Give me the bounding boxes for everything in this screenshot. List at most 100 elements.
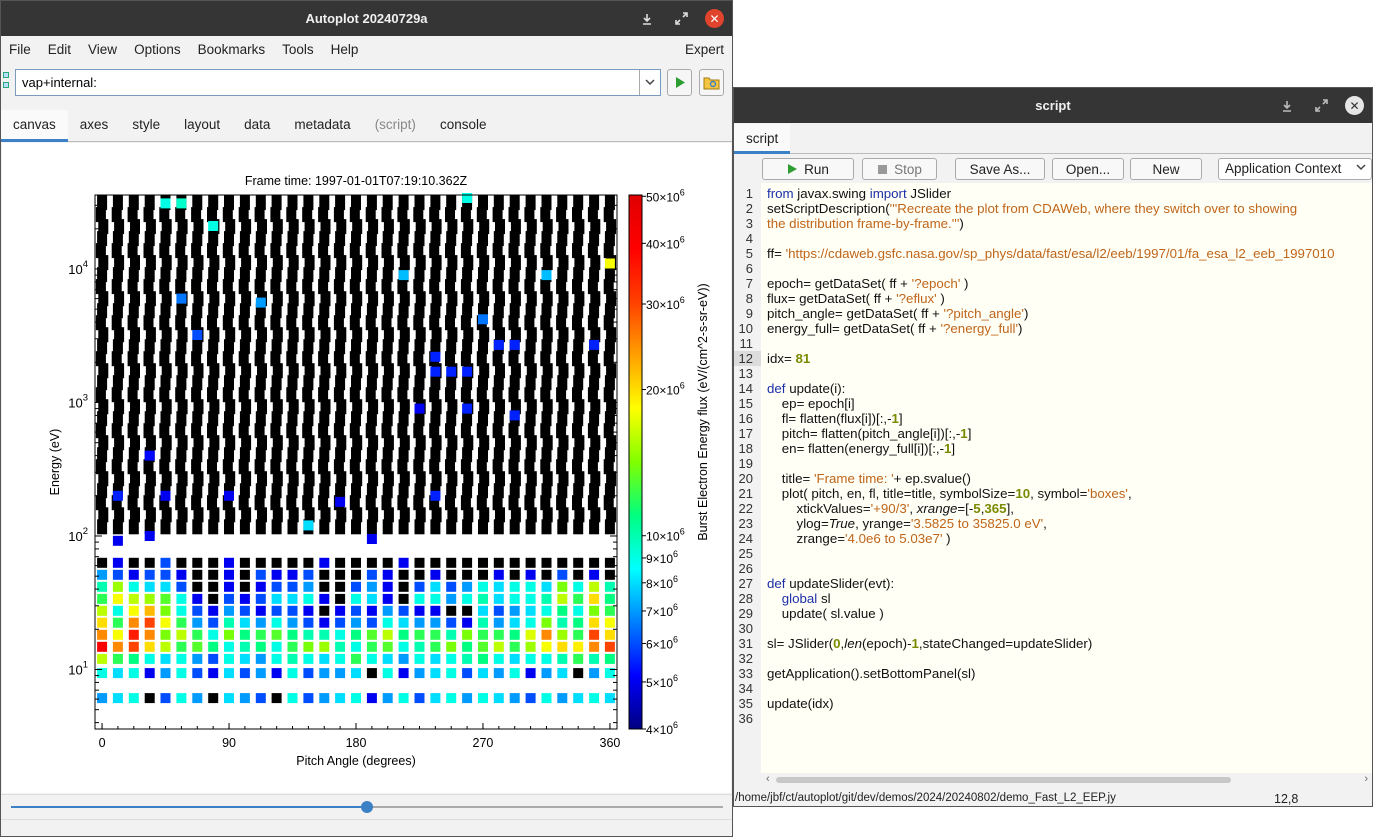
tab-canvas[interactable]: canvas [1, 110, 68, 142]
new-button[interactable]: New [1130, 158, 1202, 180]
code-line[interactable]: ylog=True, yrange='3.5825 to 35825.0 eV'… [767, 516, 1047, 531]
code-line[interactable]: pitch_angle= getDataSet( ff + '?pitch_an… [767, 306, 1028, 321]
code-line[interactable]: epoch= getDataSet( ff + '?epoch' ) [767, 276, 968, 291]
minimize-icon[interactable] [637, 9, 657, 29]
code-line[interactable]: fl= flatten(flux[i])[:,-1] [767, 411, 903, 426]
cell [176, 581, 187, 592]
colorbar-tick-label: 40×106 [646, 234, 685, 251]
cell [368, 327, 379, 343]
cell [414, 483, 425, 499]
horizontal-scrollbar[interactable]: ‹ › [764, 773, 1372, 788]
menu-options[interactable]: Options [134, 41, 181, 57]
cell [145, 327, 156, 343]
menu-help[interactable]: Help [330, 41, 359, 57]
tab-data[interactable]: data [244, 117, 271, 132]
cell [351, 483, 361, 499]
main-titlebar[interactable]: Autoplot 20240729a ✕ [1, 1, 732, 36]
cell [254, 351, 265, 367]
code-line[interactable]: from javax.swing import JSlider [767, 186, 951, 201]
menu-bookmarks[interactable]: Bookmarks [197, 41, 266, 57]
run-button[interactable]: Run [762, 158, 854, 180]
code-line[interactable]: flux= getDataSet( ff + '?eflux' ) [767, 291, 945, 306]
code-line[interactable]: title= 'Frame time: '+ ep.svalue() [767, 471, 971, 486]
cell [175, 243, 186, 259]
code-line[interactable]: update(idx) [767, 696, 834, 711]
menu-tools[interactable]: Tools [282, 41, 314, 57]
cell [365, 495, 376, 511]
open-folder-button[interactable] [699, 69, 724, 96]
cell [207, 279, 217, 295]
code-line[interactable]: ff= 'https://cdaweb.gsfc.nasa.gov/sp_phy… [767, 246, 1334, 261]
address-input[interactable] [15, 69, 661, 96]
cell [271, 629, 282, 640]
tab-axes[interactable]: axes [79, 117, 109, 132]
code-line[interactable]: global sl [767, 591, 831, 606]
code-token: update(i): [789, 381, 846, 396]
code-line[interactable]: setScriptDescription('''Recreate the plo… [767, 201, 1297, 216]
slider-thumb[interactable] [361, 801, 373, 813]
code-line[interactable]: ep= epoch[i] [767, 396, 855, 411]
menu-edit[interactable]: Edit [47, 41, 72, 57]
code-line[interactable]: def updateSlider(evt): [767, 576, 894, 591]
code-line[interactable]: getApplication().setBottomPanel(sl) [767, 666, 975, 681]
maximize-icon[interactable] [671, 9, 691, 29]
cell [128, 231, 139, 247]
tab-style[interactable]: style [132, 117, 161, 132]
cell [606, 435, 617, 451]
code-line[interactable]: idx= 81 [767, 351, 810, 366]
code-line[interactable]: energy_full= getDataSet( ff + '?energy_f… [767, 321, 1022, 336]
code-line[interactable]: xtickValues='+90/3', xrange=[-5,365], [767, 501, 1014, 516]
tab-script[interactable]: script [734, 124, 791, 154]
scroll-left-icon[interactable]: ‹ [766, 773, 770, 785]
go-button[interactable] [667, 69, 692, 96]
scroll-right-icon[interactable]: › [1364, 773, 1368, 785]
menu-view[interactable]: View [88, 41, 118, 57]
cell [160, 653, 171, 664]
cell [573, 375, 584, 391]
cell [492, 279, 503, 295]
code-editor[interactable]: 1 2 3 4 5 6 7 8 9 10 11 12 13 14 15 16 17 18 19 20 21 22 23 24 2… [734, 183, 1372, 773]
code-line[interactable]: en= flatten(energy_full[i])[:,-1] [767, 441, 955, 456]
menu-file[interactable]: File [9, 41, 31, 57]
cell [604, 593, 615, 604]
cell [97, 641, 108, 652]
plot-canvas[interactable]: 0 90 180 270 360 101 102 103 104 Frame time: 1997… [2, 143, 731, 793]
close-icon[interactable]: ✕ [1345, 96, 1364, 115]
code-line[interactable]: the distribution frame-by-frame.''') [767, 216, 964, 231]
cell [446, 653, 457, 664]
cell [112, 267, 123, 283]
chevron-down-icon[interactable] [639, 70, 660, 95]
cell [319, 593, 330, 604]
close-icon[interactable]: ✕ [705, 9, 724, 28]
expert-menu[interactable]: Expert [684, 41, 724, 57]
code-line[interactable]: def update(i): [767, 381, 845, 396]
stop-button[interactable]: Stop [862, 158, 937, 180]
minimize-icon[interactable] [1277, 96, 1297, 116]
cell [590, 435, 601, 451]
tab-metadata[interactable]: metadata [294, 117, 351, 132]
cell [97, 617, 108, 628]
code-line[interactable]: plot( pitch, en, fl, title=title, symbol… [767, 486, 1132, 501]
cell [335, 519, 346, 535]
tab-console[interactable]: console [439, 117, 487, 132]
cell [257, 327, 267, 343]
code-line[interactable]: zrange='4.0e6 to 5.03e7' ) [767, 531, 951, 546]
maximize-icon[interactable] [1311, 96, 1331, 116]
cell [143, 459, 154, 475]
code-line[interactable]: sl= JSlider(0,len(epoch)-1,stateChanged=… [767, 636, 1092, 651]
tab-script[interactable]: (script) [374, 117, 416, 132]
script-titlebar[interactable]: script ✕ [734, 88, 1372, 123]
code-line[interactable]: pitch= flatten(pitch_angle[i])[:,-1] [767, 426, 972, 441]
frame-slider[interactable] [1, 794, 732, 819]
open-button[interactable]: Open... [1052, 158, 1124, 180]
save-as-button[interactable]: Save As... [955, 158, 1045, 180]
tab-layout[interactable]: layout [184, 117, 221, 132]
cell [225, 363, 236, 379]
cell [446, 267, 457, 283]
context-select[interactable]: Application Context [1218, 158, 1372, 180]
cell [525, 267, 536, 283]
scrollbar-thumb[interactable] [776, 777, 1231, 783]
cell [447, 327, 458, 343]
code-line[interactable]: update( sl.value ) [767, 606, 884, 621]
